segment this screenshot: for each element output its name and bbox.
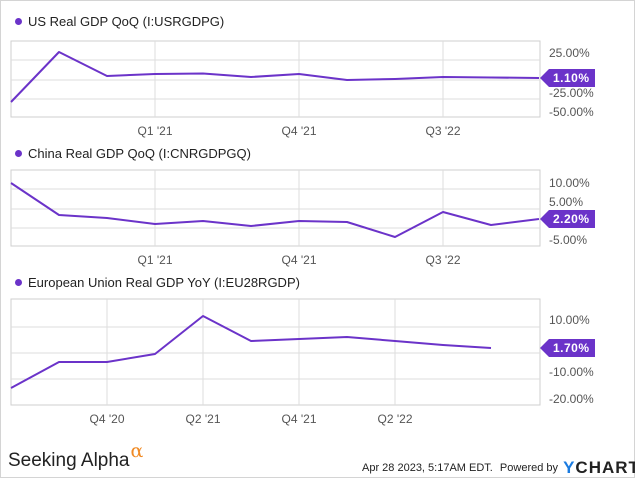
timestamp: Apr 28 2023, 5:17AM EDT. <box>362 462 493 474</box>
us-gdp-line <box>10 51 540 103</box>
powered-by-label: Powered by <box>499 462 559 474</box>
us-plot-area <box>10 40 541 118</box>
eu-gdp-line <box>10 315 492 389</box>
china-x-tick: Q1 '21 <box>137 253 173 267</box>
eu-y-tick: 10.00% <box>549 313 590 327</box>
eu-x-tick: Q2 '22 <box>377 412 413 426</box>
eu-gdp-title: European Union Real GDP YoY (I:EU28RGDP) <box>28 275 300 290</box>
us-gdp-title: US Real GDP QoQ (I:USRGDPG) <box>28 14 225 29</box>
eu-x-tick: Q4 '21 <box>281 412 317 426</box>
ycharts-y-icon: Y <box>563 458 576 477</box>
series-dot-icon <box>15 18 22 25</box>
china-x-tick: Q4 '21 <box>281 253 317 267</box>
china-y-tick: -5.00% <box>549 233 588 247</box>
eu-x-tick: Q4 '20 <box>89 412 125 426</box>
us-gdp-legend: US Real GDP QoQ (I:USRGDPG) <box>15 14 224 29</box>
alpha-icon: α <box>130 440 144 462</box>
china-x-tick: Q3 '22 <box>425 253 461 267</box>
eu-current-value-badge: 1.70% <box>540 339 595 357</box>
us-y-tick: 25.00% <box>549 46 590 60</box>
eu-plot-area <box>10 298 541 406</box>
footer-attribution: Apr 28 2023, 5:17AM EDT. Powered by YCHA… <box>362 458 635 478</box>
ycharts-text: CHARTS <box>575 458 635 477</box>
us-current-value-badge: 1.10% <box>540 69 595 87</box>
us-x-tick: Q3 '22 <box>425 124 461 138</box>
china-gdp-legend: China Real GDP QoQ (I:CNRGDPGQ) <box>15 146 251 161</box>
china-plot-area <box>10 169 541 247</box>
china-gdp-line <box>10 182 540 238</box>
china-gdp-title: China Real GDP QoQ (I:CNRGDPGQ) <box>28 146 251 161</box>
eu-x-tick: Q2 '21 <box>185 412 221 426</box>
ycharts-logo[interactable]: YCHARTS <box>563 458 635 477</box>
china-y-tick: 10.00% <box>549 176 590 190</box>
series-dot-icon <box>15 150 22 157</box>
eu-y-tick: -20.00% <box>549 392 594 406</box>
brand-name: Seeking Alpha <box>8 450 130 471</box>
seeking-alpha-logo: Seeking Alphaα <box>8 440 143 472</box>
us-x-tick: Q1 '21 <box>137 124 173 138</box>
china-current-value-badge: 2.20% <box>540 210 595 228</box>
series-dot-icon <box>15 279 22 286</box>
china-y-tick: 5.00% <box>549 195 584 209</box>
eu-gdp-legend: European Union Real GDP YoY (I:EU28RGDP) <box>15 275 300 290</box>
eu-y-tick: -10.00% <box>549 365 594 379</box>
us-y-tick: -25.00% <box>549 86 594 100</box>
us-x-tick: Q4 '21 <box>281 124 317 138</box>
us-y-tick: -50.00% <box>549 105 594 119</box>
